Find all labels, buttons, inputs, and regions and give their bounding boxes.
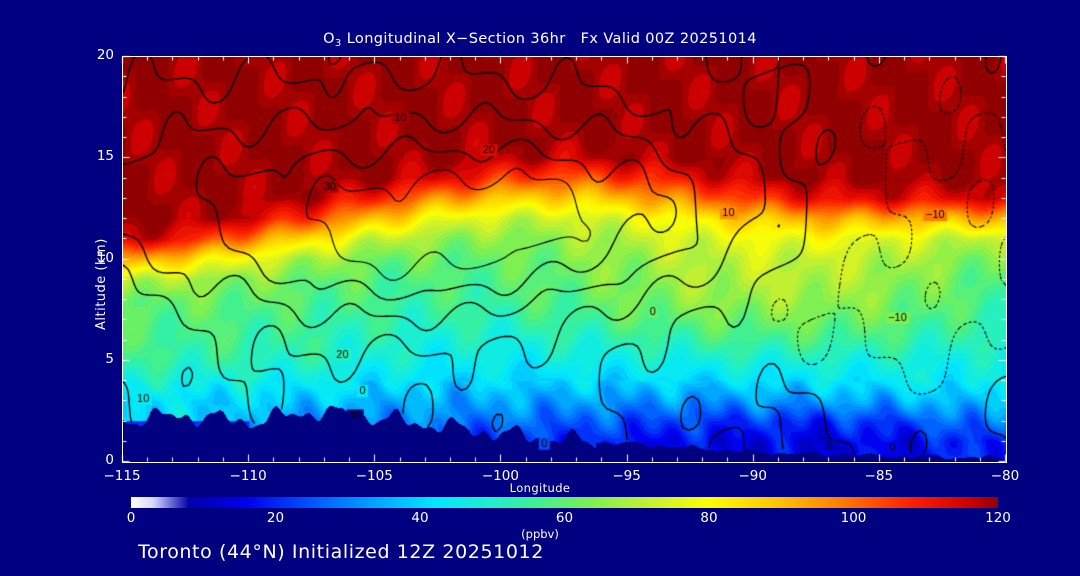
colorbar-tick-label: 100 [840,510,867,526]
colorbar-tick-label: 20 [266,510,285,526]
y-tick-label: 15 [96,148,114,165]
x-axis-label: Longitude [509,481,571,495]
colorbar-gradient [131,497,998,508]
y-tick-label: 5 [105,350,114,367]
colorbar-tick-label: 120 [985,510,1011,526]
y-tick-label: 20 [96,47,114,63]
figure-caption: Toronto (44°N) Initialized 12Z 20251012 [138,541,544,563]
title-subscript: 3 [334,38,342,49]
colorbar-units-label: (ppbv) [521,527,559,541]
cross-section-plot [122,56,1007,463]
y-tick-label: 0 [105,452,114,468]
title-rest: Longitudinal X−Section 36hr Fx Valid 00Z… [341,31,757,47]
colorbar-tick-label: 40 [411,510,429,526]
y-tick-label: 10 [96,249,114,266]
ozone-heatmap-canvas [123,57,1006,462]
title-prefix: O [323,31,335,47]
colorbar-tick-label: 0 [126,510,136,526]
colorbar-tick-label: 80 [700,510,718,526]
colorbar-tick-label: 60 [555,510,574,526]
colorbar [131,497,998,508]
figure-title: O3 Longitudinal X−Section 36hr Fx Valid … [0,31,1080,49]
